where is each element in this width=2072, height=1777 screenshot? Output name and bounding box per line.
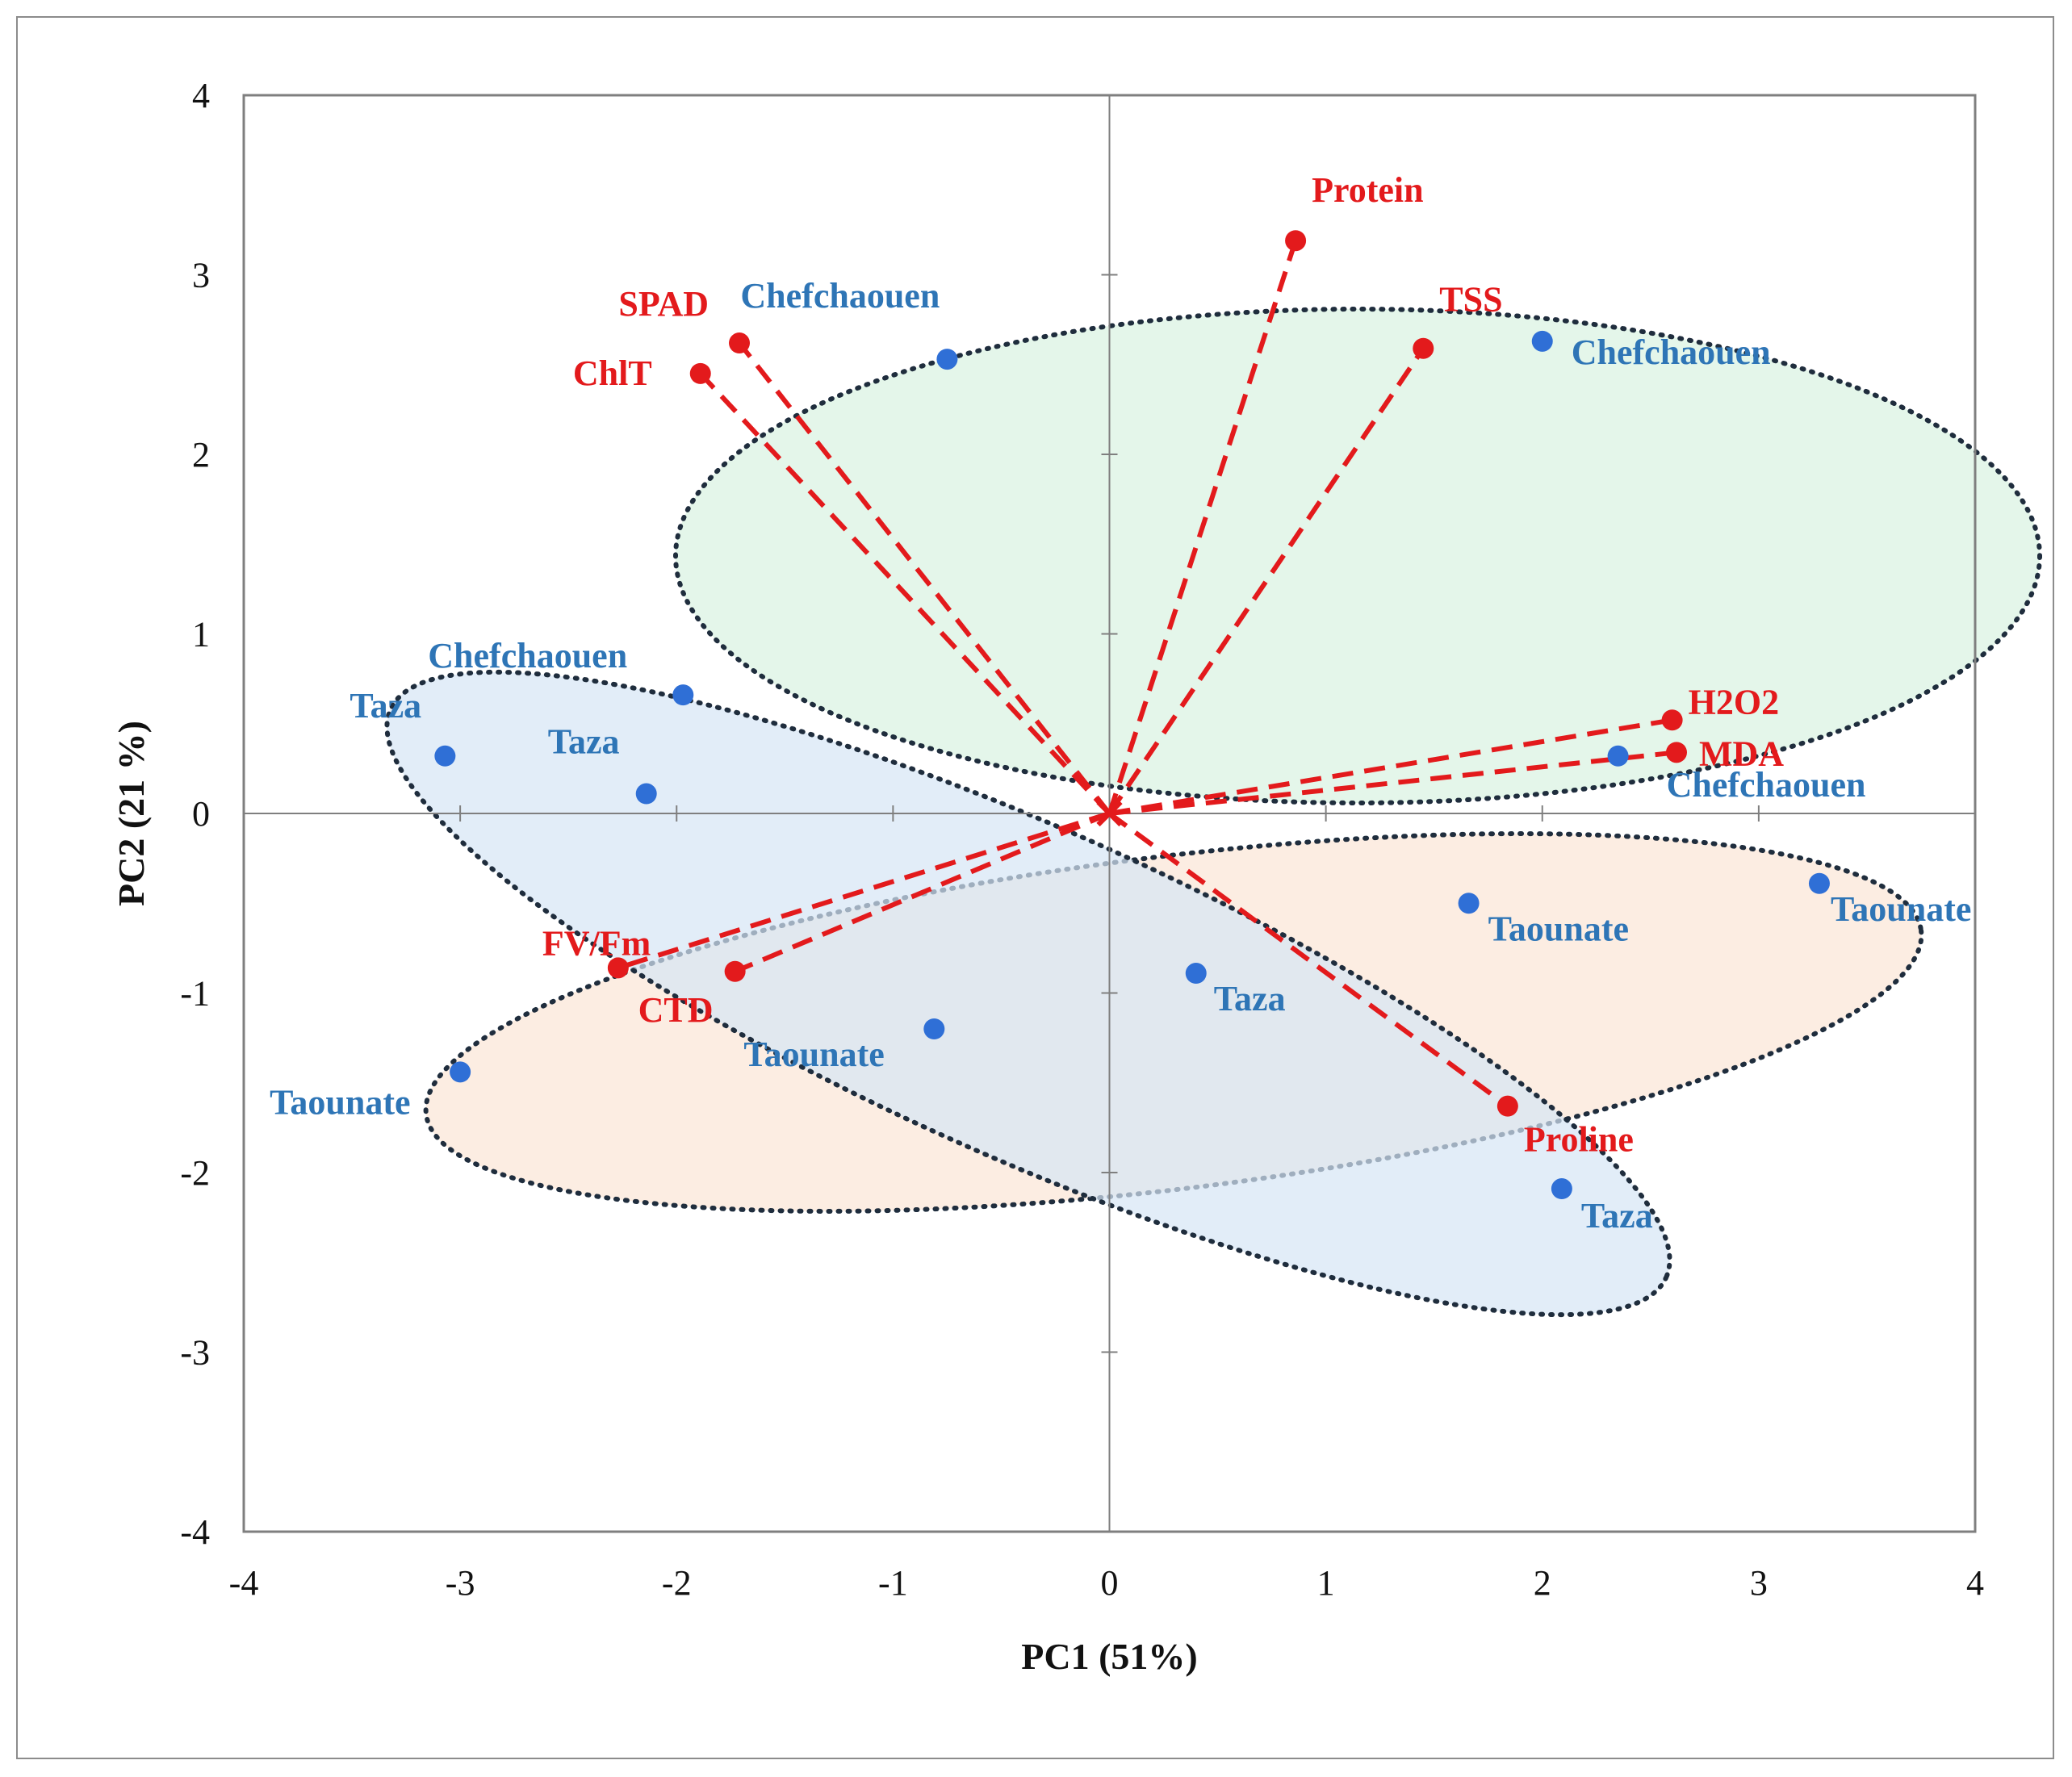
variable-point-spad: [729, 332, 751, 354]
y-tick-label: -4: [180, 1512, 210, 1552]
vector-tss: [1107, 347, 1425, 815]
y-tick-label: -1: [180, 974, 210, 1014]
variable-label-tss: TSS: [1439, 280, 1502, 320]
variable-label-mda: MDA: [1699, 734, 1784, 773]
sample-label-taounate: Taounate: [1831, 889, 1971, 929]
sample-label-taza: Taza: [548, 722, 620, 762]
variable-label-h2o2: H2O2: [1689, 682, 1779, 721]
sample-point-taounate: [1458, 893, 1480, 914]
variable-point-mda: [1665, 742, 1687, 763]
vector-fv-fm: [617, 811, 1111, 971]
vector-protein: [1107, 240, 1298, 814]
sample-point-taounate: [923, 1018, 945, 1039]
x-tick-label: -1: [878, 1563, 908, 1603]
y-tick-label: 4: [192, 76, 210, 115]
sample-label-chefchaouen: Chefchaouen: [740, 276, 940, 316]
variable-point-proline: [1496, 1095, 1518, 1117]
sample-label-chefchaouen: Chefchaouen: [1572, 332, 1771, 372]
variable-label-fv-fm: FV/Fm: [542, 923, 651, 963]
x-tick-label: -2: [662, 1563, 692, 1603]
y-tick-label: -3: [180, 1333, 210, 1373]
variable-point-h2o2: [1661, 709, 1683, 731]
sample-label-taza: Taza: [1581, 1196, 1653, 1236]
vector-proline: [1107, 811, 1509, 1109]
sample-point-taounate: [1808, 872, 1830, 894]
variable-point-chlt: [689, 362, 711, 384]
x-axis-label: PC1 (51%): [1021, 1636, 1197, 1677]
group-ellipses: [384, 307, 2042, 1318]
variable-label-chlt: ChlT: [573, 353, 652, 393]
sample-point-taza: [635, 783, 657, 805]
sample-label-taza: Taza: [350, 686, 421, 725]
x-tick-label: 1: [1317, 1563, 1335, 1603]
variable-point-tss: [1413, 337, 1434, 359]
sample-label-taza: Taza: [1214, 979, 1286, 1018]
sample-label-taounate: Taounate: [743, 1035, 884, 1074]
variable-label-protein: Protein: [1312, 170, 1424, 210]
sample-label-chefchaouen: Chefchaouen: [1667, 765, 1866, 805]
variable-label-proline: Proline: [1524, 1120, 1634, 1160]
variable-vectors: Protein TSS SPAD ChlT H2O2 MDA FV/Fm CTD Proline: [542, 170, 1784, 1159]
x-tick-label: 4: [1966, 1563, 1984, 1603]
sample-point-taza: [1185, 963, 1207, 985]
ellipse-chefchaouen: [673, 307, 2042, 805]
ellipse-taza: [384, 669, 1672, 1318]
sample-point-taounate: [450, 1061, 471, 1083]
y-tick-label: 1: [192, 615, 210, 654]
sample-point-taza: [434, 745, 456, 767]
x-tick-label: 0: [1101, 1563, 1119, 1603]
variable-label-spad: SPAD: [618, 284, 709, 324]
vector-ctd: [734, 811, 1111, 974]
y-tick-label: 0: [192, 794, 210, 834]
sample-label-chefchaouen: Chefchaouen: [428, 636, 627, 675]
sample-points: Chefchaouen Chefchaouen Chefchaouen Chefcha…: [270, 276, 1971, 1236]
sample-point-chefchaouen: [936, 349, 958, 370]
origin-marker: [1096, 800, 1123, 827]
x-tick-label: 2: [1534, 1563, 1551, 1603]
sample-label-taounate: Taounate: [270, 1082, 410, 1122]
sample-label-taounate: Taounate: [1488, 909, 1629, 948]
x-tick-label: -3: [446, 1563, 475, 1603]
variable-point-fv-fm: [607, 957, 629, 979]
y-tick-label: 3: [192, 256, 210, 295]
vector-spad: [737, 341, 1111, 815]
variable-point-ctd: [724, 960, 746, 982]
tick-labels: -4 -3 -2 -1 0 1 2 3 4 -4 -3 -2 -1 0 1 2 3 4: [180, 76, 1984, 1603]
sample-point-chefchaouen: [1607, 745, 1629, 767]
variable-label-ctd: CTD: [638, 990, 714, 1030]
y-tick-label: 2: [192, 435, 210, 475]
sample-point-chefchaouen: [672, 684, 694, 706]
y-axis-label: PC2 (21 %): [111, 721, 152, 906]
variable-point-protein: [1285, 230, 1307, 252]
vector-chlt: [698, 371, 1111, 816]
x-tick-label: 3: [1750, 1563, 1768, 1603]
y-tick-label: -2: [180, 1153, 210, 1193]
x-tick-label: -4: [229, 1563, 259, 1603]
sample-point-chefchaouen: [1531, 330, 1553, 352]
sample-point-taza: [1551, 1178, 1572, 1200]
